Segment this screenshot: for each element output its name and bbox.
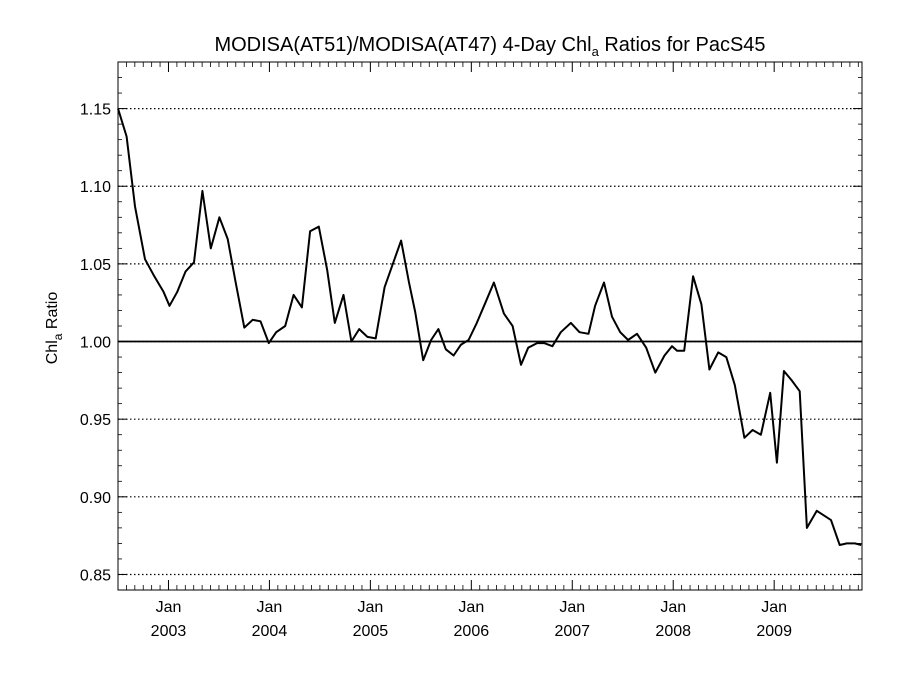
plot-frame — [117, 61, 863, 591]
x-tick-month-label-1: Jan — [257, 599, 283, 616]
x-tick-month-label-6: Jan — [761, 599, 787, 616]
y-axis-label: Chla Ratio — [44, 292, 65, 365]
y-tick-label-6: 1.15 — [80, 102, 111, 119]
x-tick-year-label-0: 2003 — [151, 623, 187, 640]
x-tick-year-label-6: 2009 — [756, 623, 792, 640]
plot-area: 0.85 0.90 0.95 1.00 1.05 1.10 1.15 Jan 2003 Jan 20… — [80, 61, 863, 640]
x-tick-year-label-3: 2006 — [454, 623, 490, 640]
x-tick-year-label-5: 2008 — [655, 623, 691, 640]
y-tick-label-1: 0.90 — [80, 490, 111, 507]
x-tick-year-label-2: 2005 — [353, 623, 389, 640]
y-tick-label-2: 0.95 — [80, 412, 111, 429]
y-tick-label-3: 1.00 — [80, 335, 111, 352]
x-tick-year-label-4: 2007 — [554, 623, 590, 640]
chart-title: MODISA(AT51)/MODISA(AT47) 4-Day Chla Rat… — [214, 34, 765, 59]
x-tick-month-label-5: Jan — [660, 599, 686, 616]
series-line-0 — [117, 108, 862, 546]
x-tick-month-label-3: Jan — [458, 599, 484, 616]
y-tick-label-0: 0.85 — [80, 567, 111, 584]
y-tick-label-4: 1.05 — [80, 257, 111, 274]
y-tick-label-5: 1.10 — [80, 179, 111, 196]
x-tick-month-label-2: Jan — [357, 599, 383, 616]
x-tick-year-label-1: 2004 — [252, 623, 288, 640]
x-tick-month-label-4: Jan — [559, 599, 585, 616]
x-tick-month-label-0: Jan — [156, 599, 182, 616]
